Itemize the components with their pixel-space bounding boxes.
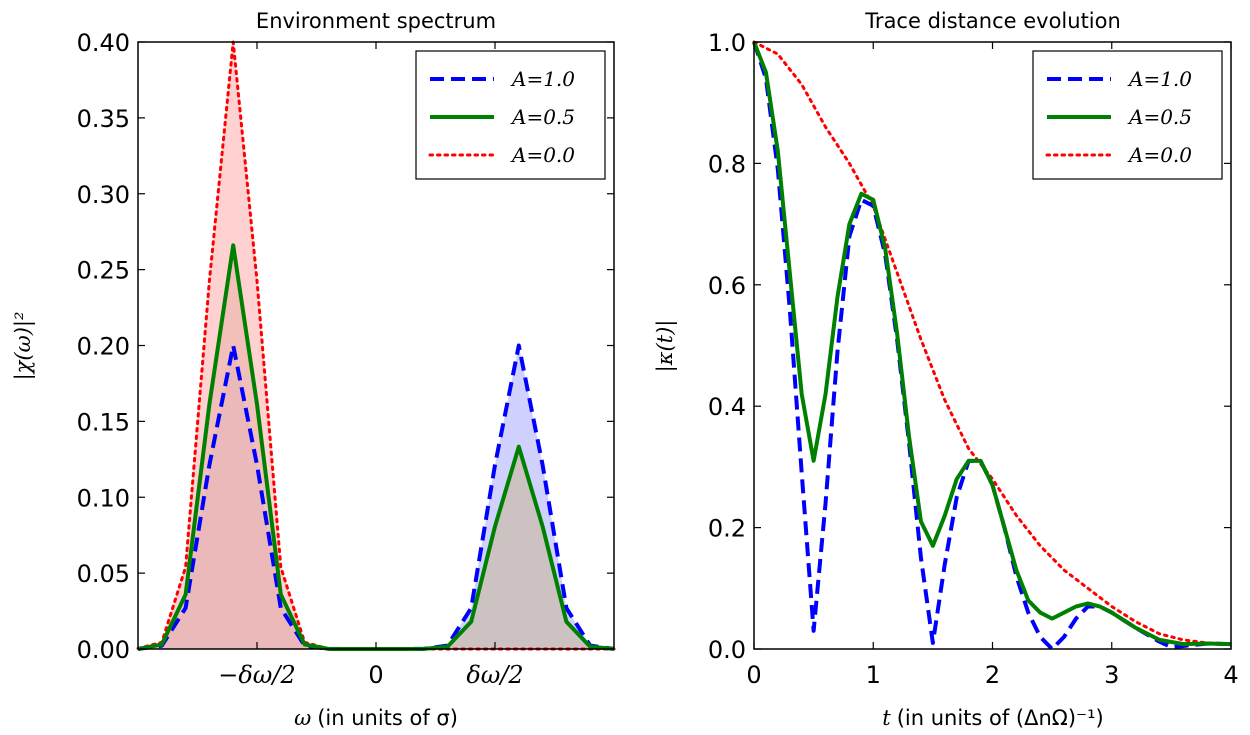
- right-series-lines: [752, 40, 1233, 651]
- left-ytick-label-8: 0.40: [77, 29, 130, 57]
- left-x-axis-symbol: ω: [294, 706, 311, 730]
- right-legend-label-0: A=1.0: [1127, 67, 1192, 91]
- left-xtick-label-2: δω/2: [466, 661, 523, 689]
- trace-distance-panel: Trace distance evolution 0.0 0.2 0.4 0.6 0.8…: [653, 9, 1239, 730]
- right-legend: A=1.0 A=0.5 A=0.0: [1032, 50, 1223, 180]
- right-xtick-label-4: 4: [1223, 661, 1238, 689]
- left-legend: A=1.0 A=0.5 A=0.0: [415, 50, 606, 180]
- left-y-axis-label: |χ(ω)|²: [11, 312, 36, 381]
- right-legend-label-2: A=0.0: [1127, 143, 1192, 167]
- right-x-axis-symbol: t: [882, 706, 891, 730]
- right-y-axis-label: |κ(t)|: [653, 320, 678, 373]
- right-y-ticks: 0.0 0.2 0.4 0.6 0.8 1.0: [708, 29, 1231, 664]
- left-ytick-label-4: 0.20: [77, 333, 130, 361]
- left-ytick-label-3: 0.15: [77, 408, 130, 436]
- right-x-ticks: 0 1 2 3 4: [746, 42, 1239, 689]
- left-y-ticks: 0.00 0.05 0.10 0.15 0.20 0.25 0.30 0.35 0.40: [77, 29, 614, 664]
- right-xtick-label-2: 2: [985, 661, 1000, 689]
- right-ytick-label-1: 0.2: [708, 515, 746, 543]
- left-legend-label-2: A=0.0: [510, 143, 575, 167]
- right-line-series-2: [752, 40, 1233, 646]
- left-legend-label-1: A=0.5: [510, 105, 575, 129]
- right-ytick-label-4: 0.8: [708, 150, 746, 178]
- left-ytick-label-5: 0.25: [77, 257, 130, 285]
- environment-spectrum-panel: Environment spectrum 0.00 0.05 0.10 0.15 0.2…: [11, 9, 616, 730]
- left-xtick-label-0: −δω/2: [218, 661, 295, 689]
- left-ytick-label-1: 0.05: [77, 560, 130, 588]
- right-xtick-label-1: 1: [866, 661, 881, 689]
- right-ytick-label-0: 0.0: [708, 636, 746, 664]
- right-xtick-label-0: 0: [746, 661, 761, 689]
- left-ytick-label-0: 0.00: [77, 636, 130, 664]
- left-fill-series-2: [138, 42, 614, 649]
- right-x-axis-unit: (in units of (ΔnΩ)⁻¹): [897, 706, 1104, 730]
- left-x-axis-unit: (in units of σ): [317, 706, 458, 730]
- left-chart-title: Environment spectrum: [256, 9, 496, 33]
- right-chart-title: Trace distance evolution: [864, 9, 1121, 33]
- right-ytick-label-5: 1.0: [708, 29, 746, 57]
- left-ytick-label-6: 0.30: [77, 181, 130, 209]
- left-xtick-label-1: 0: [368, 661, 383, 689]
- right-legend-label-1: A=0.5: [1127, 105, 1192, 129]
- left-x-ticks: −δω/2 0 δω/2: [218, 42, 524, 689]
- right-x-axis-label: t (in units of (ΔnΩ)⁻¹): [882, 706, 1104, 730]
- right-xtick-label-3: 3: [1104, 661, 1119, 689]
- left-ytick-label-2: 0.10: [77, 484, 130, 512]
- left-area-fills: [138, 42, 614, 649]
- right-ytick-label-2: 0.4: [708, 393, 746, 421]
- left-ytick-label-7: 0.35: [77, 105, 130, 133]
- right-line-series-1: [752, 41, 1232, 647]
- left-x-axis-label: ω (in units of σ): [294, 706, 458, 730]
- left-legend-label-0: A=1.0: [510, 67, 575, 91]
- right-ytick-label-3: 0.6: [708, 272, 746, 300]
